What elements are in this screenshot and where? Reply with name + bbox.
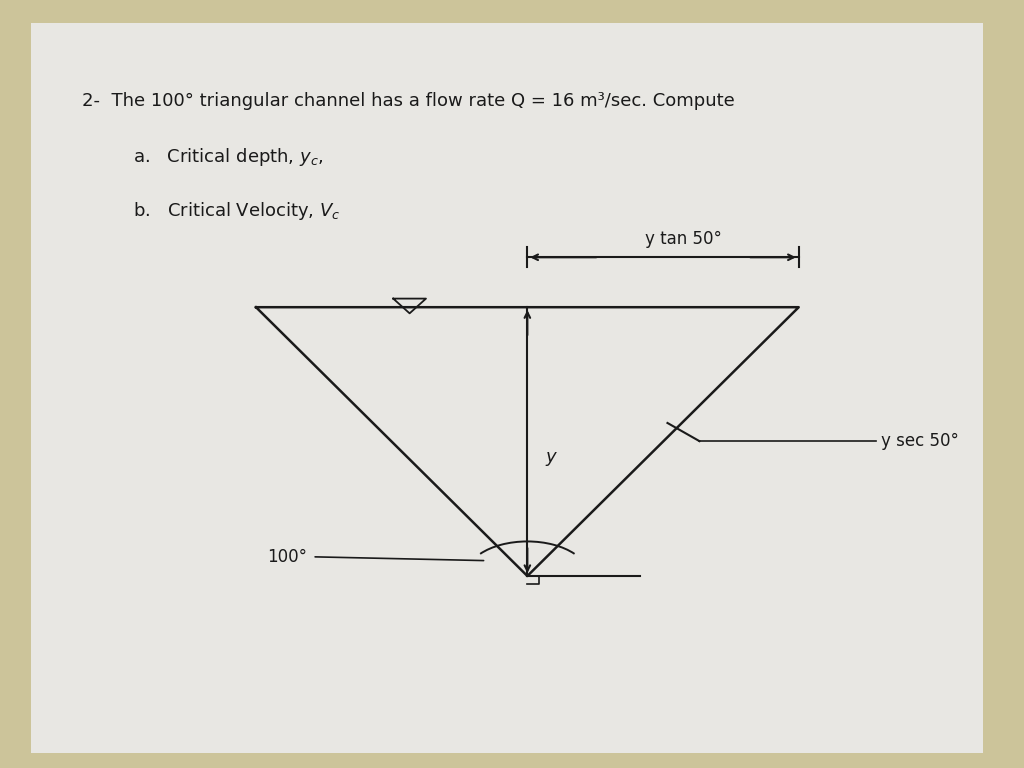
Text: 100°: 100° [267, 548, 307, 566]
Text: 2-  The 100° triangular channel has a flow rate Q = 16 m³/sec. Compute: 2- The 100° triangular channel has a flo… [82, 92, 734, 110]
Text: b.   Critical Velocity, $V_c$: b. Critical Velocity, $V_c$ [133, 200, 341, 222]
Text: a.   Critical depth, $y_c$,: a. Critical depth, $y_c$, [133, 146, 324, 168]
Text: y: y [546, 448, 556, 466]
Text: y tan 50°: y tan 50° [645, 230, 722, 248]
FancyBboxPatch shape [31, 23, 983, 753]
Text: y sec 50°: y sec 50° [881, 432, 958, 450]
